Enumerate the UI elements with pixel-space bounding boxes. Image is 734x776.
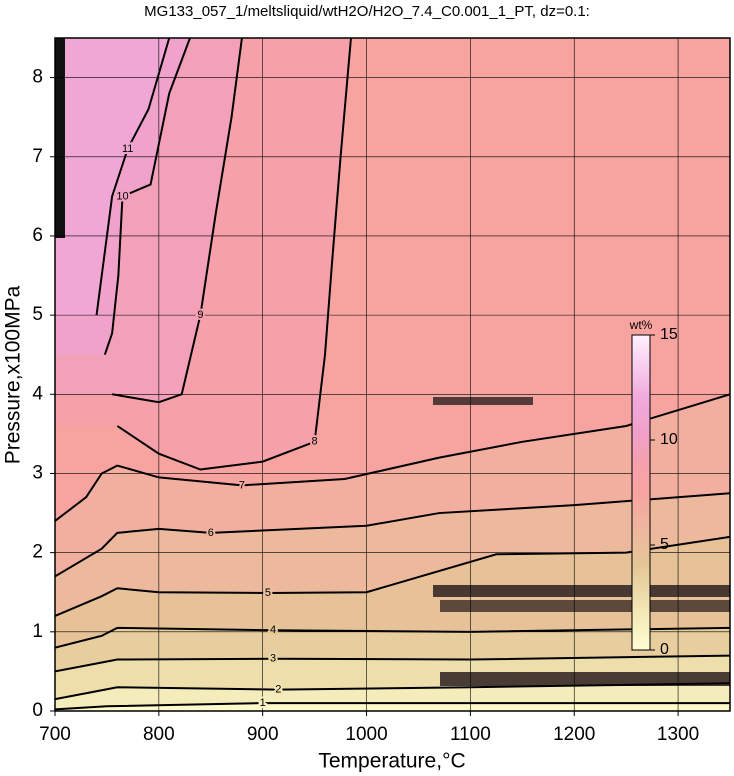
x-tick-label: 700 <box>39 724 71 745</box>
contour-label: 7 <box>239 479 245 491</box>
y-tick-label: 7 <box>32 146 43 167</box>
x-tick-label: 900 <box>247 724 279 745</box>
contour-line <box>55 393 730 522</box>
contour-label: 4 <box>270 624 276 636</box>
x-tick-label: 1200 <box>553 724 595 745</box>
y-tick-label: 5 <box>32 304 43 325</box>
y-tick-label: 6 <box>32 225 43 246</box>
colorbar-tick-label: 5 <box>660 536 669 553</box>
y-tick-label: 0 <box>32 700 43 721</box>
x-tick-label: 1300 <box>657 724 699 745</box>
artifact-band <box>55 38 65 238</box>
contour-line <box>103 38 191 356</box>
y-tick-label: 3 <box>32 462 43 483</box>
x-tick-label: 800 <box>143 724 175 745</box>
contour-line <box>55 535 730 617</box>
contour-line <box>55 654 730 673</box>
contour-label: 1 <box>260 697 266 709</box>
contour-line <box>95 38 171 316</box>
colorbar-tick-label: 0 <box>660 641 669 658</box>
x-tick-label: 1000 <box>345 724 387 745</box>
contour-label: 2 <box>275 684 281 696</box>
artifact-band <box>440 672 730 686</box>
contour-label: 10 <box>116 190 128 202</box>
colorbar-tick-label: 10 <box>660 431 678 448</box>
artifact-band <box>440 600 730 612</box>
contour-lines: 12 3 4 5 6 7 8 9 10 11 <box>55 38 730 711</box>
contour-label: 11 <box>122 143 133 155</box>
artifact-band <box>433 585 730 597</box>
y-axis-label: Pressure,x100MPa <box>2 285 25 464</box>
y-tick-label: 1 <box>32 621 43 642</box>
y-tick-label: 8 <box>32 67 43 88</box>
colorbar-label: wt% <box>629 318 653 332</box>
x-tick-label: 1100 <box>450 724 491 745</box>
y-tick-label: 2 <box>32 542 43 563</box>
contour-line <box>55 702 730 711</box>
contour-line <box>116 38 352 471</box>
colorbar <box>631 334 651 651</box>
y-tick-label: 4 <box>32 383 43 404</box>
contour-label: 6 <box>208 527 214 539</box>
colorbar-tick-label: 15 <box>660 326 678 343</box>
contour-line <box>55 682 730 701</box>
contour-line <box>111 38 243 404</box>
contour-line <box>55 626 730 649</box>
contour-label: 8 <box>312 436 318 448</box>
x-axis-label: Temperature,°C <box>318 750 465 773</box>
contour-band <box>55 703 730 711</box>
contour-label: 5 <box>265 587 271 599</box>
contour-line <box>55 492 730 578</box>
artifact-band <box>433 397 533 405</box>
artifacts <box>55 38 730 686</box>
chart-title: MG133_057_1/meltsliquid/wtH2O/H2O_7.4_C0… <box>144 3 590 20</box>
contour-label: 9 <box>197 309 203 321</box>
contour-label: 3 <box>270 653 276 665</box>
plot-frame <box>54 37 731 712</box>
